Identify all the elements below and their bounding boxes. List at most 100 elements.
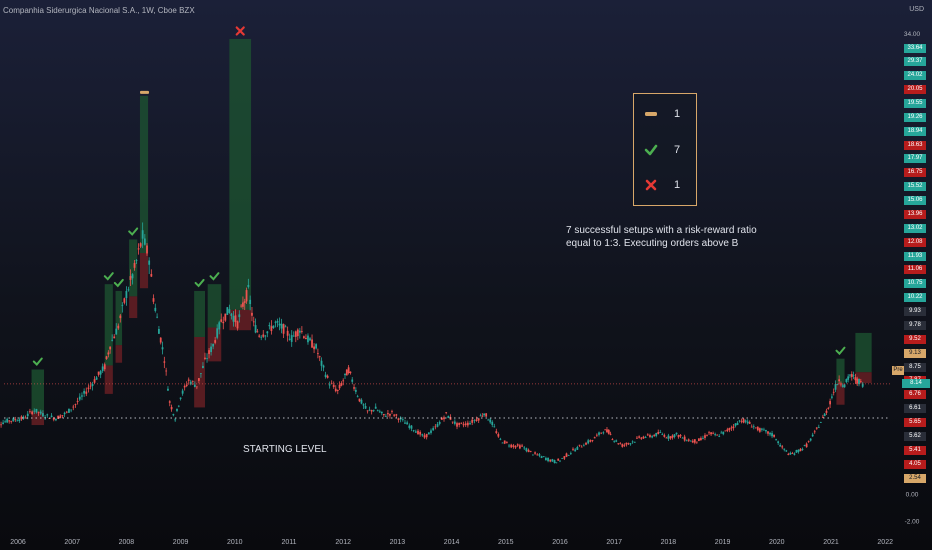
price-label: 9.13 bbox=[904, 348, 926, 358]
candle-body bbox=[292, 335, 295, 337]
candle-body bbox=[109, 346, 112, 350]
candle-body bbox=[404, 422, 406, 424]
candle-body bbox=[460, 422, 463, 424]
candle-body bbox=[534, 452, 536, 454]
candle-body bbox=[841, 385, 844, 387]
price-label: 15.06 bbox=[904, 196, 926, 206]
pre-market-tag: Pre bbox=[892, 365, 904, 375]
candle-body bbox=[805, 443, 808, 448]
candle-body bbox=[384, 416, 387, 417]
candle-body bbox=[850, 374, 853, 377]
price-label: 6.61 bbox=[904, 404, 926, 414]
price-label: 33.64 bbox=[904, 43, 926, 53]
candle-body bbox=[773, 434, 775, 437]
annotation-line-2: equal to 1:3. Executing orders above B bbox=[566, 238, 739, 249]
candle-body bbox=[391, 411, 393, 412]
candle-body bbox=[395, 414, 398, 416]
candle-body bbox=[445, 412, 448, 414]
candle-body bbox=[453, 421, 456, 424]
candle-body bbox=[212, 343, 215, 347]
candle-body bbox=[380, 411, 383, 414]
candle-body bbox=[631, 441, 634, 443]
candle-body bbox=[514, 445, 517, 448]
candle-body bbox=[258, 335, 261, 337]
candle-body bbox=[704, 435, 706, 438]
candle-body bbox=[150, 273, 153, 277]
price-label: 10.75 bbox=[904, 279, 926, 289]
candle-body bbox=[487, 419, 490, 421]
candle-body bbox=[787, 453, 790, 455]
candle-body bbox=[127, 289, 130, 291]
candle-body bbox=[214, 340, 217, 343]
candle-body bbox=[161, 347, 164, 350]
candle-body bbox=[640, 437, 643, 439]
candle-body bbox=[146, 245, 148, 254]
candle-body bbox=[819, 422, 822, 423]
legend-count-check: 7 bbox=[674, 144, 681, 156]
candle-body bbox=[609, 433, 612, 435]
candle-body bbox=[803, 445, 806, 446]
candle-body bbox=[621, 444, 624, 447]
candle-body bbox=[156, 316, 159, 318]
profit-zone bbox=[31, 369, 45, 412]
candle-body bbox=[185, 384, 188, 387]
candle-body bbox=[125, 290, 128, 299]
candle-body bbox=[228, 309, 231, 313]
candle-body bbox=[720, 432, 723, 434]
candle-body bbox=[307, 335, 309, 343]
candle-body bbox=[430, 430, 432, 433]
candle-body bbox=[220, 319, 223, 322]
candle-body bbox=[218, 322, 221, 330]
candle-body bbox=[861, 383, 864, 387]
candle-body bbox=[305, 337, 307, 340]
candle-body bbox=[852, 375, 855, 377]
candle-body bbox=[85, 391, 88, 394]
candle-body bbox=[849, 374, 851, 376]
candle-body bbox=[317, 353, 319, 354]
candle-body bbox=[103, 364, 106, 370]
candle-body bbox=[538, 454, 541, 456]
candle-body bbox=[278, 323, 281, 326]
candle-body bbox=[406, 422, 409, 425]
candle-body bbox=[752, 426, 755, 428]
candle-body bbox=[232, 315, 235, 322]
candle-body bbox=[328, 384, 331, 386]
profit-zone bbox=[139, 95, 149, 254]
candle-body bbox=[417, 430, 419, 435]
x-tick-label: 2022 bbox=[877, 539, 893, 546]
candle-body bbox=[336, 389, 339, 391]
candle-body bbox=[97, 371, 100, 375]
candle-body bbox=[748, 422, 751, 424]
candle-body bbox=[81, 395, 83, 397]
candle-body bbox=[466, 422, 469, 426]
candle-body bbox=[362, 404, 365, 406]
candle-body bbox=[775, 439, 778, 441]
candle-body bbox=[427, 432, 430, 435]
profit-zone bbox=[129, 239, 138, 297]
candle-body bbox=[356, 396, 359, 398]
candle-body bbox=[354, 390, 357, 392]
candle-body bbox=[107, 352, 110, 355]
price-label: 29.37 bbox=[904, 57, 926, 67]
candle-body bbox=[578, 444, 581, 446]
candle-body bbox=[829, 401, 831, 405]
legend-row-cross: 1 bbox=[634, 176, 698, 196]
candle-body bbox=[545, 457, 547, 461]
price-label: 4.05 bbox=[904, 459, 926, 469]
candle-body bbox=[347, 367, 350, 374]
candle-body bbox=[611, 439, 614, 440]
starting-level-label: STARTING LEVEL bbox=[243, 444, 327, 455]
x-tick-label: 2012 bbox=[335, 539, 351, 546]
candle-body bbox=[832, 391, 835, 393]
candle-body bbox=[607, 430, 610, 434]
candle-body bbox=[636, 437, 638, 439]
candle-body bbox=[667, 435, 670, 439]
candle-body bbox=[771, 433, 773, 437]
candle-body bbox=[276, 321, 279, 323]
candle-body bbox=[471, 419, 474, 423]
check-marker bbox=[194, 278, 205, 288]
profit-zone bbox=[104, 284, 113, 366]
candle-body bbox=[817, 426, 820, 428]
candle-body bbox=[200, 373, 202, 375]
